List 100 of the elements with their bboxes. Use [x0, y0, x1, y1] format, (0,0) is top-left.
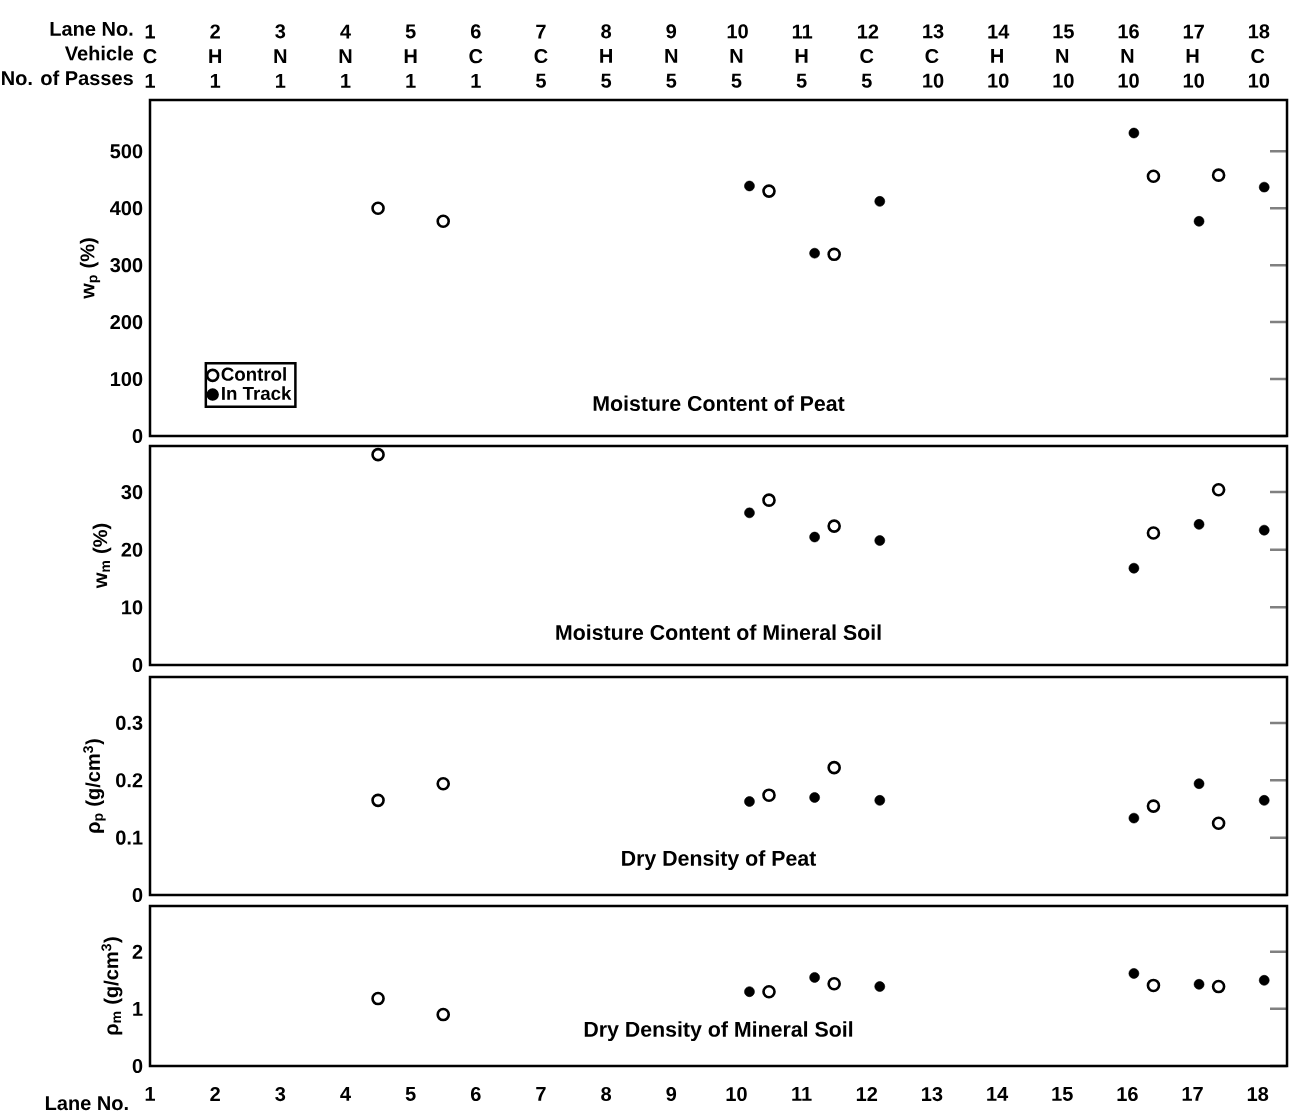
point	[1211, 168, 1226, 182]
point	[1258, 975, 1270, 986]
x2-tick-label: 6	[470, 24, 481, 39]
x2-tick-label: 4	[340, 24, 351, 39]
text: H 1	[404, 49, 417, 88]
y-tick-label: 0.3	[116, 715, 143, 730]
x-tick-label: 14	[987, 1086, 1009, 1101]
text: N 5	[730, 49, 743, 88]
y-tick-label: 0.1	[116, 830, 143, 845]
x2-tick-label: 9	[666, 24, 677, 39]
text: H 5	[795, 49, 808, 88]
point	[762, 493, 776, 507]
y-tick-label: 20	[121, 542, 143, 557]
point	[1193, 778, 1205, 789]
point	[1211, 482, 1226, 497]
text: N 1	[274, 49, 287, 88]
point	[371, 447, 385, 462]
text: H 1	[209, 49, 222, 88]
x2-tick-label: 18	[1248, 24, 1270, 39]
point	[436, 1007, 451, 1022]
x2-tick-label: 8	[601, 24, 612, 39]
y-tick-label: 0.2	[116, 773, 143, 788]
x2-tick-label: 7	[536, 24, 546, 39]
x2-tick-label: 12	[858, 24, 879, 39]
x2-tick-label: 13	[923, 24, 944, 39]
point	[371, 793, 385, 808]
point	[1146, 169, 1161, 184]
point	[371, 991, 385, 1006]
point	[436, 214, 451, 229]
point	[1146, 799, 1161, 813]
x-tick-label: 8	[601, 1086, 612, 1102]
y-tick-label: 300	[110, 258, 143, 273]
text: H 5	[600, 49, 612, 88]
x2-tick-label: 17	[1183, 24, 1204, 39]
point	[1211, 979, 1226, 994]
x-tick-label: 17	[1182, 1086, 1203, 1101]
point	[1146, 978, 1161, 993]
point	[744, 180, 755, 192]
point	[1146, 526, 1161, 540]
text: N 5	[665, 49, 678, 88]
text: Moisture Content of Peat	[593, 395, 845, 412]
point	[827, 760, 841, 775]
x-tick-label: 15	[1052, 1086, 1073, 1101]
point	[874, 981, 886, 992]
x2-tick-label: 3	[275, 24, 286, 39]
x2-axis-title: Lane No.	[50, 21, 133, 36]
point	[762, 788, 776, 802]
text: C 10	[923, 48, 944, 88]
y-tick-label: 0	[132, 887, 143, 903]
point	[809, 247, 820, 259]
text: H 10	[988, 49, 1009, 88]
x-tick-label: 3	[275, 1086, 286, 1102]
point	[371, 201, 385, 215]
text: Dry Density of Mineral Soil	[584, 1021, 853, 1042]
text: N 10	[1053, 49, 1074, 88]
point	[827, 976, 841, 991]
x-tick-label: 7	[536, 1086, 546, 1101]
y-axis-title: w$_{m}$ (%)	[92, 523, 112, 589]
legend-label: Control	[221, 367, 286, 381]
point	[1258, 524, 1270, 536]
legend-label: In Track	[222, 386, 292, 401]
x-tick-label: 11	[792, 1086, 812, 1101]
point	[874, 535, 886, 546]
point	[1193, 979, 1205, 990]
point	[874, 196, 886, 207]
point	[827, 519, 841, 533]
x2-tick-label: 16	[1118, 24, 1139, 39]
text: Vehicle	[64, 45, 134, 61]
text: Dry Density of Peat	[622, 850, 817, 871]
x-tick-label: 10	[726, 1086, 747, 1102]
point	[1128, 812, 1140, 824]
point	[744, 507, 755, 519]
y-tick-label: 30	[121, 485, 143, 500]
x-tick-label: 5	[405, 1086, 416, 1101]
x-tick-label: 4	[340, 1086, 351, 1101]
y-tick-label: 1	[133, 1001, 143, 1016]
point	[1128, 562, 1140, 574]
point	[874, 795, 886, 806]
x-tick-label: 1	[145, 1086, 155, 1101]
point	[827, 247, 841, 262]
x2-tick-label: 5	[405, 24, 416, 39]
text: N 10	[1118, 49, 1139, 88]
x-axis-title: Lane No.	[45, 1096, 128, 1111]
point	[1128, 968, 1140, 979]
x2-tick-label: 10	[727, 24, 748, 39]
text: C 1	[469, 49, 483, 88]
point	[1258, 795, 1270, 806]
point	[762, 184, 776, 198]
y-tick-label: 500	[110, 144, 143, 159]
y-tick-label: 2	[132, 944, 143, 959]
point	[744, 986, 755, 997]
y-axis-title: ρ$_{m}$ (g/cm$^{3}$)	[101, 937, 123, 1035]
y-axis-title: w$_{p}$ (%)	[79, 238, 101, 299]
point	[809, 792, 820, 803]
point	[1258, 181, 1270, 193]
text: H 10	[1183, 49, 1204, 88]
point	[744, 796, 755, 807]
point	[1193, 216, 1205, 227]
y-tick-label: 0	[132, 657, 143, 673]
y-tick-label: 100	[110, 371, 143, 387]
